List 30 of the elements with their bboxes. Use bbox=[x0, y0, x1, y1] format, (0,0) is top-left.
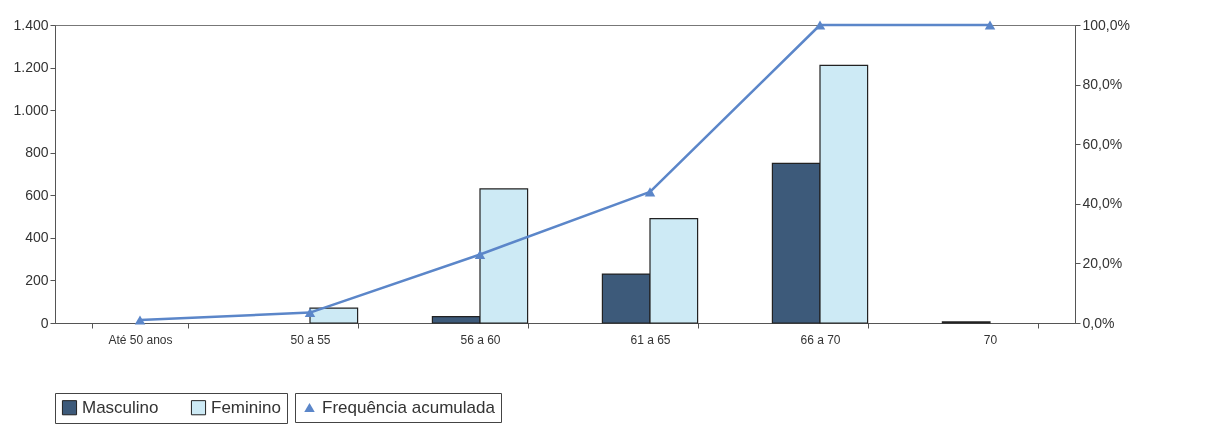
y-tick-label: 1.200 bbox=[13, 59, 49, 76]
legend-label: Frequência acumulada bbox=[322, 397, 496, 417]
y2-tick-label: 100,0% bbox=[1082, 16, 1130, 33]
x-tick-label: 66 a 70 bbox=[800, 332, 841, 347]
y2-tick-label: 40,0% bbox=[1082, 195, 1123, 212]
y-tick-label: 1.400 bbox=[13, 16, 49, 33]
x-tick-label: 50 a 55 bbox=[290, 332, 331, 347]
x-tick-label: 70 bbox=[983, 332, 998, 347]
y2-tick-label: 60,0% bbox=[1082, 135, 1123, 152]
legend-label: Feminino bbox=[211, 397, 281, 417]
y-tick-label: 400 bbox=[25, 229, 49, 246]
y2-tick-label: 0,0% bbox=[1082, 314, 1115, 331]
y-tick-label: 800 bbox=[25, 144, 49, 161]
point bbox=[644, 187, 656, 197]
x-tick-label: 61 a 65 bbox=[630, 332, 671, 347]
y-tick-label: 200 bbox=[25, 271, 49, 288]
bar bbox=[309, 307, 359, 324]
y-tick-label: 600 bbox=[25, 186, 49, 203]
point bbox=[814, 20, 826, 30]
y-tick-label: 1.000 bbox=[13, 101, 49, 118]
point bbox=[134, 315, 146, 325]
x-tick-label: Até 50 anos bbox=[108, 332, 173, 347]
y2-tick-label: 20,0% bbox=[1082, 254, 1123, 271]
point bbox=[474, 249, 486, 259]
point bbox=[304, 308, 316, 318]
point bbox=[984, 20, 996, 30]
legend-label: Masculino bbox=[82, 397, 159, 417]
y-tick-label: 0 bbox=[40, 314, 49, 331]
x-tick-label: 56 a 60 bbox=[460, 332, 501, 347]
y2-tick-label: 80,0% bbox=[1082, 76, 1123, 93]
